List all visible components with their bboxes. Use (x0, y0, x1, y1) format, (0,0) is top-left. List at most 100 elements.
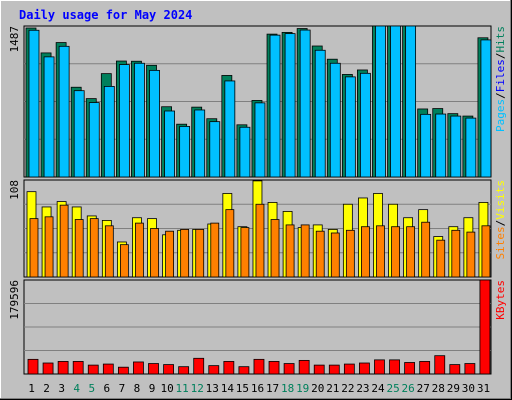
bar-sites (165, 230, 174, 278)
bar-files (344, 76, 356, 178)
bar-files (164, 110, 175, 178)
bar-sites (44, 216, 54, 278)
bar-kbytes (27, 358, 39, 375)
bar-kbytes (343, 363, 355, 375)
day-label: 19 (296, 382, 309, 395)
bar-kbytes (193, 357, 205, 375)
bar-kbytes (253, 358, 265, 375)
max-label: 1487 (8, 26, 21, 53)
bar-files (375, 25, 386, 178)
bar-sites (210, 222, 220, 278)
bar-sites (345, 229, 355, 278)
bar-files (254, 102, 266, 178)
bar-files (450, 115, 462, 178)
bar-sites (376, 225, 385, 278)
bar-sites (300, 224, 310, 278)
bar-kbytes (374, 359, 385, 375)
bar-kbytes (359, 362, 370, 375)
day-label: 11 (176, 382, 189, 395)
bar-sites (195, 228, 205, 278)
bar-sites (451, 229, 461, 278)
bar-files (360, 72, 371, 178)
bar-kbytes (57, 361, 69, 375)
bar-files (224, 80, 236, 178)
bar-sites (74, 219, 84, 278)
bar-files (284, 33, 296, 178)
day-label: 4 (73, 382, 80, 395)
day-label: 25 (386, 382, 399, 395)
chart-title: Daily usage for May 2024 (19, 8, 192, 22)
day-label: 2 (43, 382, 50, 395)
day-label: 18 (281, 382, 294, 395)
bar-kbytes (268, 361, 280, 375)
bar-kbytes (42, 362, 54, 375)
bar-kbytes (148, 363, 159, 375)
bar-sites (135, 222, 144, 278)
bar-files (149, 69, 160, 178)
bar-sites (285, 224, 295, 278)
label-part: KBytes (494, 280, 507, 320)
bar-kbytes (117, 366, 129, 375)
bar-files (239, 126, 251, 178)
day-label: 9 (149, 382, 156, 395)
bar-sites (119, 244, 129, 278)
bar-files (420, 113, 432, 178)
bar-sites (315, 230, 325, 278)
bar-kbytes (298, 359, 310, 375)
bar-files (194, 109, 206, 178)
day-label: 8 (134, 382, 141, 395)
day-label: 13 (206, 382, 219, 395)
axis-label-kbytes: KBytes (494, 280, 507, 320)
label-part: Visits (494, 180, 507, 220)
bar-files (28, 29, 40, 178)
panel-kbytes: 179596 KBytes (8, 279, 507, 375)
bar-files (329, 62, 341, 178)
day-label: 1 (28, 382, 35, 395)
label-separator: / (494, 53, 507, 60)
bar-kbytes (389, 359, 400, 375)
label-part: Sites (494, 226, 507, 259)
bar-kbytes (313, 364, 325, 375)
bar-files (209, 121, 221, 178)
day-label: 16 (251, 382, 264, 395)
bar-files (73, 90, 85, 178)
bar-files (299, 29, 311, 178)
bar-files (314, 49, 326, 178)
bar-files (480, 39, 492, 178)
bar-files (118, 64, 130, 178)
bar-sites (421, 221, 431, 278)
bar-kbytes (479, 279, 491, 375)
bar-sites (104, 225, 114, 278)
day-label: 24 (371, 382, 385, 395)
bar-sites (481, 225, 491, 278)
bar-kbytes (419, 361, 431, 375)
axis-label-visits: Sites/Visits (494, 180, 507, 260)
day-label: 15 (236, 382, 249, 395)
day-label: 28 (432, 382, 445, 395)
bar-files (43, 56, 55, 178)
bar-kbytes (464, 363, 476, 375)
bar-files (179, 126, 191, 178)
day-label: 14 (221, 382, 235, 395)
axis-label-hits: Pages/Files/Hits (494, 26, 507, 132)
bar-kbytes (328, 364, 340, 375)
panel-visits: 108 Sites/Visits (8, 179, 507, 278)
bar-sites (391, 226, 400, 278)
bar-kbytes (208, 365, 220, 375)
bar-sites (59, 204, 69, 278)
bar-sites (225, 209, 235, 278)
day-label: 10 (160, 382, 173, 395)
day-label: 22 (341, 382, 354, 395)
bar-kbytes (178, 366, 190, 375)
bar-files (58, 45, 70, 178)
day-label: 30 (462, 382, 475, 395)
day-label: 7 (119, 382, 126, 395)
day-label: 31 (477, 382, 490, 395)
bar-sites (361, 226, 370, 278)
bar-sites (255, 203, 265, 278)
day-label: 12 (191, 382, 204, 395)
bar-kbytes (434, 355, 446, 375)
bar-kbytes (87, 364, 99, 375)
day-label: 29 (447, 382, 460, 395)
